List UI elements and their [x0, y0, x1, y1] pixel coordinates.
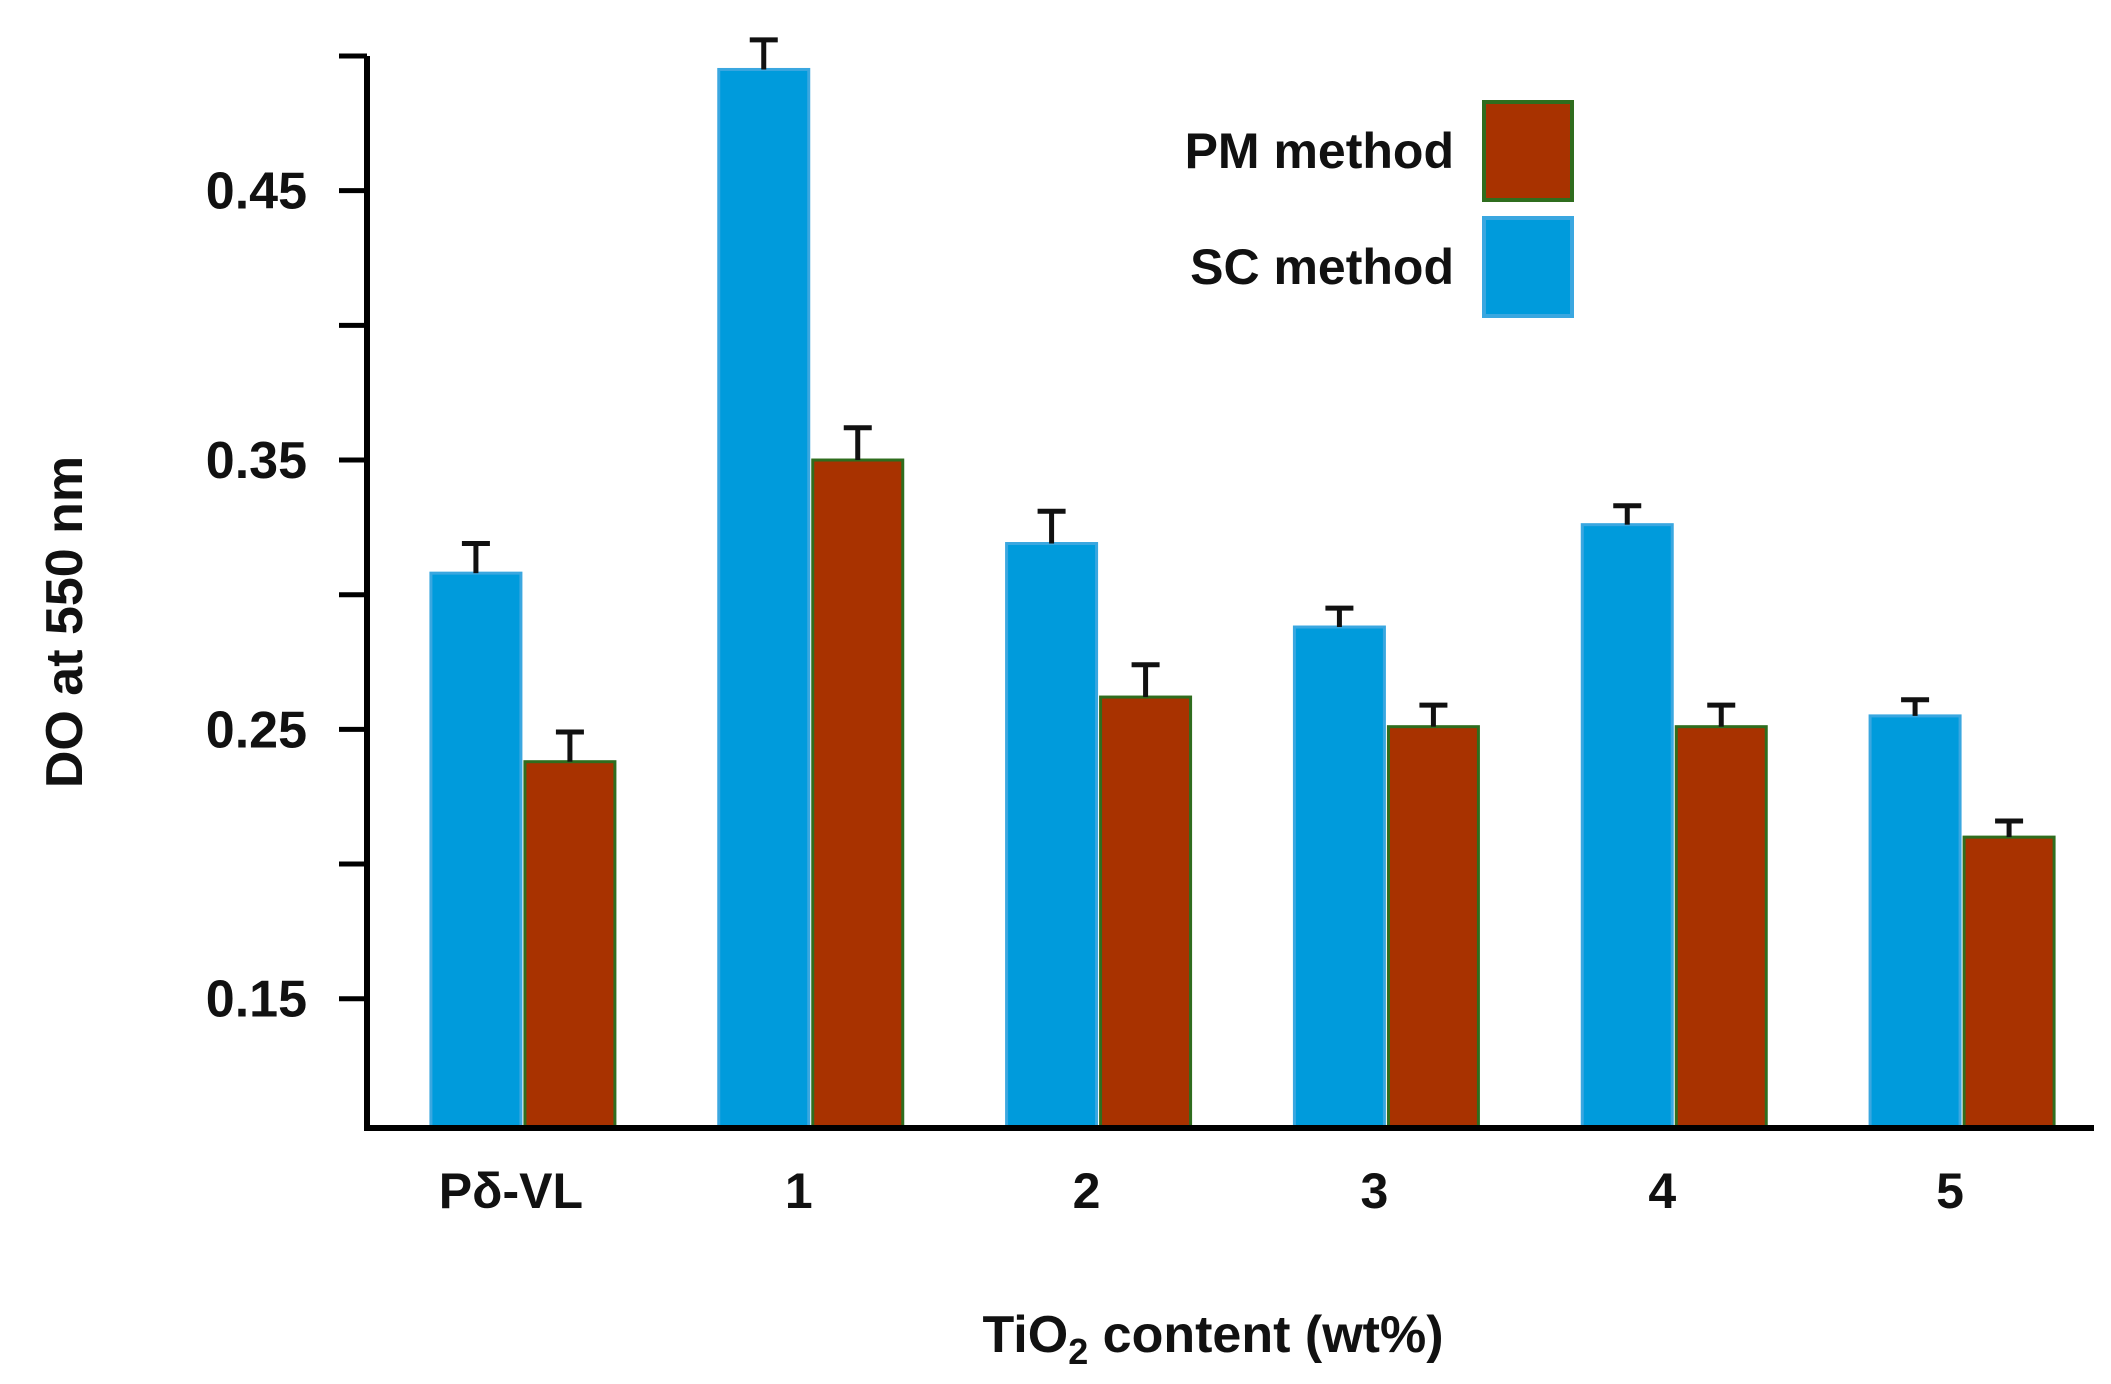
legend-label-sc-method: SC method	[1190, 239, 1454, 295]
y-tick-label-0-25: 0.25	[206, 701, 307, 759]
x-axis-title-rest: content (wt%)	[1088, 1306, 1443, 1364]
x-axis-title: TiO2 content (wt%)	[982, 1306, 1443, 1372]
bar-sc-method-4	[1580, 523, 1674, 1130]
bar-pm-method-4	[1674, 725, 1768, 1130]
y-tick-label-0-15: 0.15	[206, 971, 307, 1029]
bar-sc-method-1	[717, 67, 811, 1130]
axes-layer	[364, 56, 2094, 1131]
x-tick-label-5: 5	[1936, 1163, 1964, 1219]
bar-pm-method-1	[811, 458, 905, 1130]
x-axis-title-main: TiO	[982, 1306, 1068, 1364]
x-tick-label-3: 3	[1361, 1163, 1389, 1219]
x-tick-label-p-vl: Pδ-VL	[439, 1163, 583, 1219]
x-tick-label-1: 1	[785, 1163, 813, 1219]
bar-sc-method-2	[1005, 542, 1099, 1130]
bars-layer	[429, 67, 2056, 1130]
legend-label-pm-method: PM method	[1185, 123, 1454, 179]
x-tick-label-4: 4	[1648, 1163, 1676, 1219]
y-axis-title: DO at 550 nm	[36, 456, 94, 788]
bar-sc-method-p-vl	[429, 571, 523, 1130]
x-axis-title-subscript: 2	[1068, 1331, 1088, 1372]
bar-pm-method-3	[1386, 725, 1480, 1130]
y-tick-label-0-35: 0.35	[206, 432, 307, 490]
x-tick-label-2: 2	[1073, 1163, 1101, 1219]
bar-pm-method-p-vl	[523, 760, 617, 1130]
bar-sc-method-3	[1292, 625, 1386, 1130]
legend-swatch-pm-method	[1482, 100, 1574, 202]
legend: PM method SC method	[1185, 100, 1574, 318]
bar-pm-method-2	[1099, 695, 1193, 1130]
legend-swatch-sc-method	[1482, 216, 1574, 318]
bar-sc-method-5	[1868, 714, 1962, 1130]
bar-pm-method-5	[1962, 835, 2056, 1130]
y-tick-label-0-45: 0.45	[206, 163, 307, 221]
x-labels-layer: Pδ-VL 1 2 3 4 5	[439, 1163, 1964, 1219]
y-ticks-layer: 0.15 0.25 0.35 0.45	[206, 53, 367, 1029]
error-bars-layer	[461, 37, 2024, 838]
